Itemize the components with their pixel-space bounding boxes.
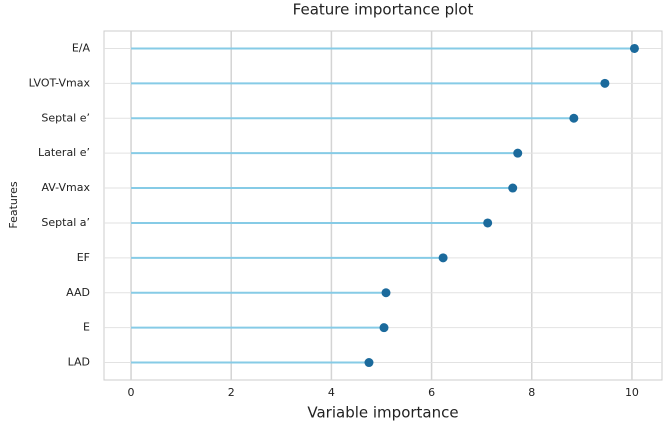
plot-area [103,30,663,381]
y-axis-label: Features [7,181,20,229]
y-tick-label: AV-Vmax [41,181,90,194]
dot [483,218,493,228]
y-tick-label: Septal a’ [41,216,90,229]
x-tick-label: 10 [625,386,639,399]
y-tick-label: E [83,321,90,334]
x-tick-label: 6 [428,386,435,399]
x-tick-label: 2 [228,386,235,399]
dot [381,288,391,298]
y-tick-label: Lateral e’ [38,146,90,159]
x-tick-label: 8 [528,386,535,399]
y-tick-label: E/A [72,41,91,54]
x-axis-label: Variable importance [307,404,458,422]
dot [629,43,639,53]
y-tick-label: EF [77,251,90,264]
y-tick-label: LAD [68,356,90,369]
dot [600,78,610,88]
dot [569,113,579,123]
dot [513,148,523,158]
dot [438,253,448,263]
x-tick-label: 0 [128,386,135,399]
y-tick-label: LVOT-Vmax [29,76,91,89]
dot [364,358,374,368]
y-tick-label: AAD [66,286,90,299]
y-tick-label: Septal e’ [41,111,90,124]
x-tick-label: 4 [328,386,335,399]
chart-title: Feature importance plot [293,1,474,19]
dot [508,183,518,193]
dot [379,323,389,333]
